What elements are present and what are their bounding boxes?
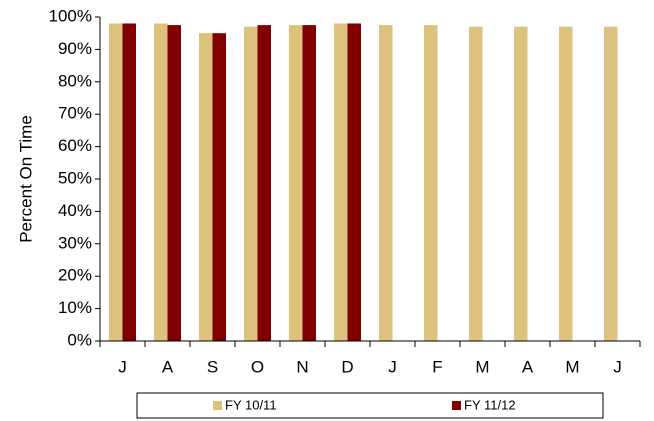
y-tick-label: 80% — [58, 71, 92, 90]
y-axis-label: Percent On Time — [16, 115, 35, 243]
bar — [469, 26, 483, 341]
bar — [424, 25, 438, 341]
bar — [244, 26, 258, 341]
x-tick-label: J — [613, 357, 622, 376]
y-tick-label: 90% — [58, 39, 92, 58]
y-tick-label: 0% — [67, 330, 92, 349]
legend-box — [136, 392, 604, 419]
x-tick-label: O — [251, 357, 264, 376]
x-tick-label: A — [522, 357, 534, 376]
y-tick-label: 60% — [58, 136, 92, 155]
y-tick-label: 40% — [58, 201, 92, 220]
legend-label: FY 10/11 — [225, 397, 277, 412]
bar — [514, 26, 528, 341]
legend-label: FY 11/12 — [464, 397, 516, 412]
bar — [199, 33, 213, 341]
bar — [122, 23, 136, 341]
y-tick-label: 30% — [58, 233, 92, 252]
bar — [347, 23, 361, 341]
bar — [257, 25, 271, 341]
x-tick-label: A — [162, 357, 174, 376]
x-tick-label: J — [118, 357, 127, 376]
x-tick-label: J — [388, 357, 397, 376]
y-tick-label: 100% — [49, 6, 92, 25]
bar — [109, 23, 123, 341]
y-tick-label: 50% — [58, 168, 92, 187]
x-tick-label: M — [475, 357, 489, 376]
bar — [604, 26, 618, 341]
y-tick-label: 70% — [58, 104, 92, 123]
bar — [212, 33, 226, 341]
bar — [379, 25, 393, 341]
x-tick-label: S — [207, 357, 218, 376]
legend-swatch — [213, 401, 222, 410]
bar — [154, 23, 168, 341]
x-tick-label: N — [296, 357, 308, 376]
x-tick-label: M — [565, 357, 579, 376]
y-tick-label: 10% — [58, 298, 92, 317]
x-tick-label: F — [432, 357, 442, 376]
bar — [289, 25, 303, 341]
y-tick-label: 20% — [58, 266, 92, 285]
bar — [334, 23, 348, 341]
bar — [559, 26, 573, 341]
bar — [167, 25, 181, 341]
x-tick-label: D — [341, 357, 353, 376]
bar — [302, 25, 316, 341]
legend-swatch — [452, 401, 461, 410]
